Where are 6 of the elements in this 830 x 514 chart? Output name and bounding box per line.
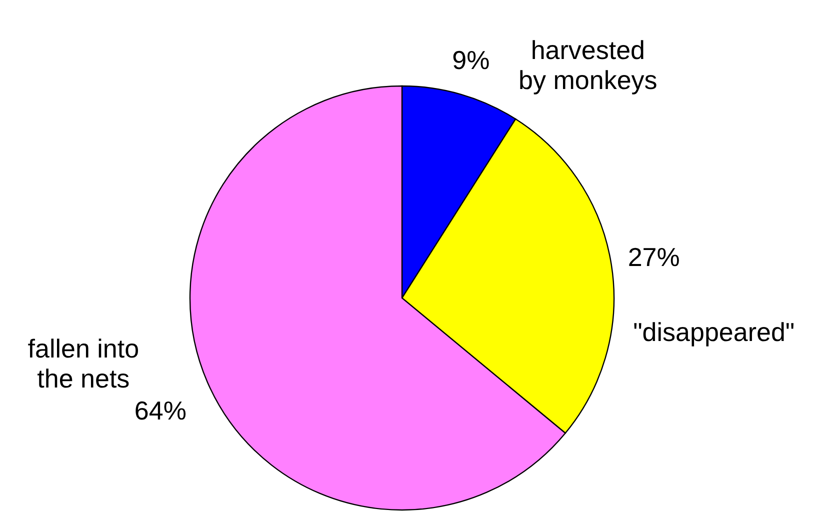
slice-label: harvested by monkeys	[518, 34, 658, 95]
data-label: 9%	[452, 44, 490, 75]
data-label: 64%	[134, 396, 186, 426]
slice-label: "disappeared"	[633, 317, 795, 348]
data-label: 27%	[628, 242, 680, 272]
slice-label: fallen into the nets	[28, 334, 140, 394]
